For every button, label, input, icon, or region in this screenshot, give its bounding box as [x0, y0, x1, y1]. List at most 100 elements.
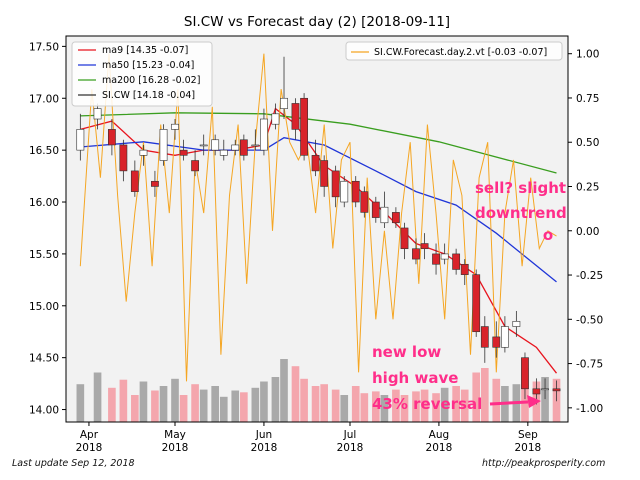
volume-bar — [360, 393, 369, 422]
candle-body — [500, 326, 509, 348]
volume-bar — [119, 379, 128, 422]
plot-frame — [65, 35, 569, 423]
legend-entry-label: SI.CW.Forecast.day.2.vt [-0.03 -0.07] — [374, 47, 547, 58]
right-axis-tick-label: -0.75 — [576, 359, 603, 371]
right-axis-tick-label: 1.00 — [576, 49, 599, 61]
candle-body — [199, 144, 208, 147]
left-axis-tick-label: 16.50 — [29, 145, 59, 157]
annotation-text: o — [543, 226, 553, 244]
x-axis-tick-label: Aug — [429, 429, 450, 441]
candle-body — [351, 180, 360, 203]
annotation-text: new low — [372, 343, 441, 361]
volume-bar — [271, 377, 280, 422]
volume-bar — [371, 391, 380, 422]
candle-body — [320, 160, 329, 187]
candle-body — [291, 103, 300, 130]
candle-body — [472, 274, 481, 333]
chart-title: SI.CW vs Forecast day (2) [2018-09-11] — [184, 14, 450, 30]
right-axis-tick-label: 0.75 — [576, 93, 599, 105]
legend-right-box — [345, 41, 563, 61]
candle-body — [521, 357, 529, 390]
volume-bar — [541, 377, 549, 422]
x-axis-tick-label: 2018 — [337, 442, 364, 454]
volume-bar — [199, 389, 208, 422]
volume-bar — [480, 368, 489, 422]
legend-entry-label: ma200 [16.28 -0.02] — [102, 75, 200, 86]
volume-bar — [351, 386, 360, 422]
volume-bar — [211, 386, 219, 422]
x-axis-tick-label: May — [164, 429, 186, 441]
candle-body — [432, 253, 440, 265]
left-axis-tick-label: 15.50 — [29, 249, 59, 261]
right-axis-tick-label: 0.25 — [576, 182, 599, 194]
volume-bar — [159, 386, 168, 422]
x-axis-tick-label: Sep — [518, 429, 538, 441]
candle-body — [412, 248, 420, 260]
candle-body — [179, 149, 188, 156]
volume-bar — [432, 393, 440, 422]
volume-bar — [311, 386, 320, 422]
candle-body — [391, 212, 400, 224]
x-axis-tick-label: 2018 — [76, 442, 103, 454]
volume-bar — [76, 384, 85, 422]
candle-body — [239, 139, 248, 156]
candle-body — [171, 123, 179, 130]
volume-bar — [260, 381, 268, 422]
candle-body — [107, 129, 116, 146]
candle-body — [159, 129, 168, 161]
volume-bar — [219, 396, 228, 422]
volume-bar — [340, 395, 349, 422]
candle-body — [440, 253, 449, 260]
series-line-ma9 — [80, 107, 558, 374]
candle-body — [251, 144, 260, 147]
volume-bar — [300, 378, 308, 422]
annotation-text: 43% reversal — [372, 395, 482, 413]
volume-bar — [191, 384, 199, 422]
annotation-text: sell? slight — [475, 179, 566, 197]
candle-body — [331, 170, 340, 198]
candle-body — [119, 144, 128, 172]
candle-body — [480, 326, 489, 348]
volume-bar — [151, 390, 159, 422]
volume-bar — [280, 359, 288, 422]
legend-left-box — [71, 41, 213, 107]
candle-body — [460, 263, 469, 275]
volume-bar — [171, 378, 179, 422]
volume-bar — [400, 395, 409, 422]
candle-body — [360, 191, 369, 213]
volume-bar — [240, 392, 248, 422]
candle-body — [311, 155, 320, 172]
candle-body — [139, 149, 148, 156]
volume-bar — [412, 391, 420, 422]
legend-entry-label: SI.CW [14.18 -0.04] — [102, 90, 195, 101]
candle-body — [280, 97, 288, 109]
left-axis-tick-label: 14.00 — [29, 405, 59, 417]
legend-left: ma9 [14.35 -0.07] ma50 [15.23 -0.04] ma200… — [71, 41, 213, 107]
x-axis-tick-label: 2018 — [162, 442, 189, 454]
candle-body — [219, 149, 228, 156]
candle-body — [260, 118, 268, 151]
candle-body — [211, 139, 220, 151]
left-axis-tick-label: 14.50 — [29, 353, 59, 365]
volume-bar — [139, 381, 148, 422]
left-axis-tick-label: 17.00 — [29, 93, 59, 105]
volume-bar — [231, 390, 240, 422]
candle-body — [93, 108, 102, 120]
volume-bar — [131, 395, 139, 422]
candle-body — [371, 201, 380, 218]
candle-body — [541, 388, 549, 391]
right-axis-tick-label: -1.00 — [576, 403, 603, 415]
candle-body — [552, 388, 561, 392]
volume-bar — [291, 366, 300, 422]
volume-bar — [492, 378, 501, 422]
volume-bar — [331, 389, 340, 422]
candle-body — [300, 97, 308, 156]
legend-entry-label: ma50 [15.23 -0.04] — [102, 60, 194, 71]
volume-bar — [93, 372, 102, 422]
last-update-text: Last update Sep 12, 2018 — [12, 458, 135, 469]
volume-bar — [452, 386, 460, 422]
x-axis-tick-label: Jun — [255, 429, 272, 441]
candle-body — [76, 129, 85, 151]
candle-body — [400, 227, 409, 250]
